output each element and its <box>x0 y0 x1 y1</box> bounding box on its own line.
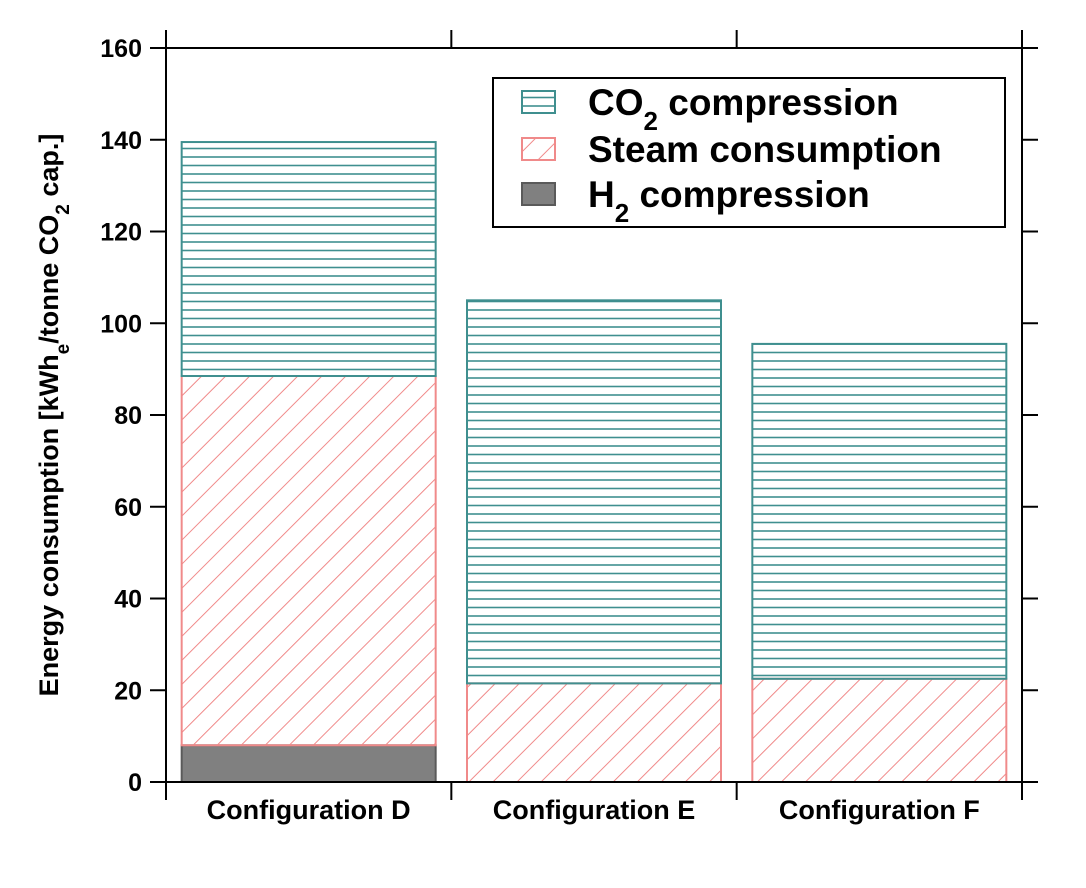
y-tick-label: 100 <box>100 310 142 338</box>
bar-co2-2 <box>466 299 722 685</box>
y-tick-label: 120 <box>100 219 142 247</box>
legend-swatch-h2 <box>521 182 556 206</box>
bar-co2-3 <box>751 342 1008 680</box>
y-tick-label: 140 <box>100 127 142 155</box>
bars-layer <box>180 141 1008 784</box>
y-tick-label: 20 <box>114 677 142 705</box>
y-tick-label: 0 <box>128 769 142 797</box>
legend-box <box>492 77 1006 228</box>
y-tick-label: 60 <box>114 494 142 522</box>
axes: 0 20 40 60 80 100 120 140 160 Configuration D Conf… <box>34 30 1038 825</box>
bar-h2-1 <box>180 744 437 783</box>
x-tick-label: Configuration F <box>779 795 980 825</box>
legend-label-co2: CO2 compression <box>588 82 899 136</box>
y-tick-label: 80 <box>114 402 142 430</box>
y-tick-label: 160 <box>100 35 142 63</box>
y-axis-label: Energy consumption [kWhe/tonne CO2 cap.] <box>34 134 74 697</box>
x-tick-label: Configuration E <box>493 795 695 825</box>
y-tick-label: 40 <box>114 586 142 614</box>
legend-label-steam: Steam consumption <box>588 129 942 170</box>
legend-swatch-co2 <box>521 90 556 114</box>
bar-steam-2 <box>466 682 722 784</box>
x-tick-label: Configuration D <box>207 795 411 825</box>
bar-co2-1 <box>180 141 437 378</box>
bar-steam-1 <box>180 375 437 747</box>
bar-steam-3 <box>751 677 1008 783</box>
legend-swatch-steam <box>521 137 556 161</box>
legend-label-h2: H2 compression <box>588 174 870 228</box>
